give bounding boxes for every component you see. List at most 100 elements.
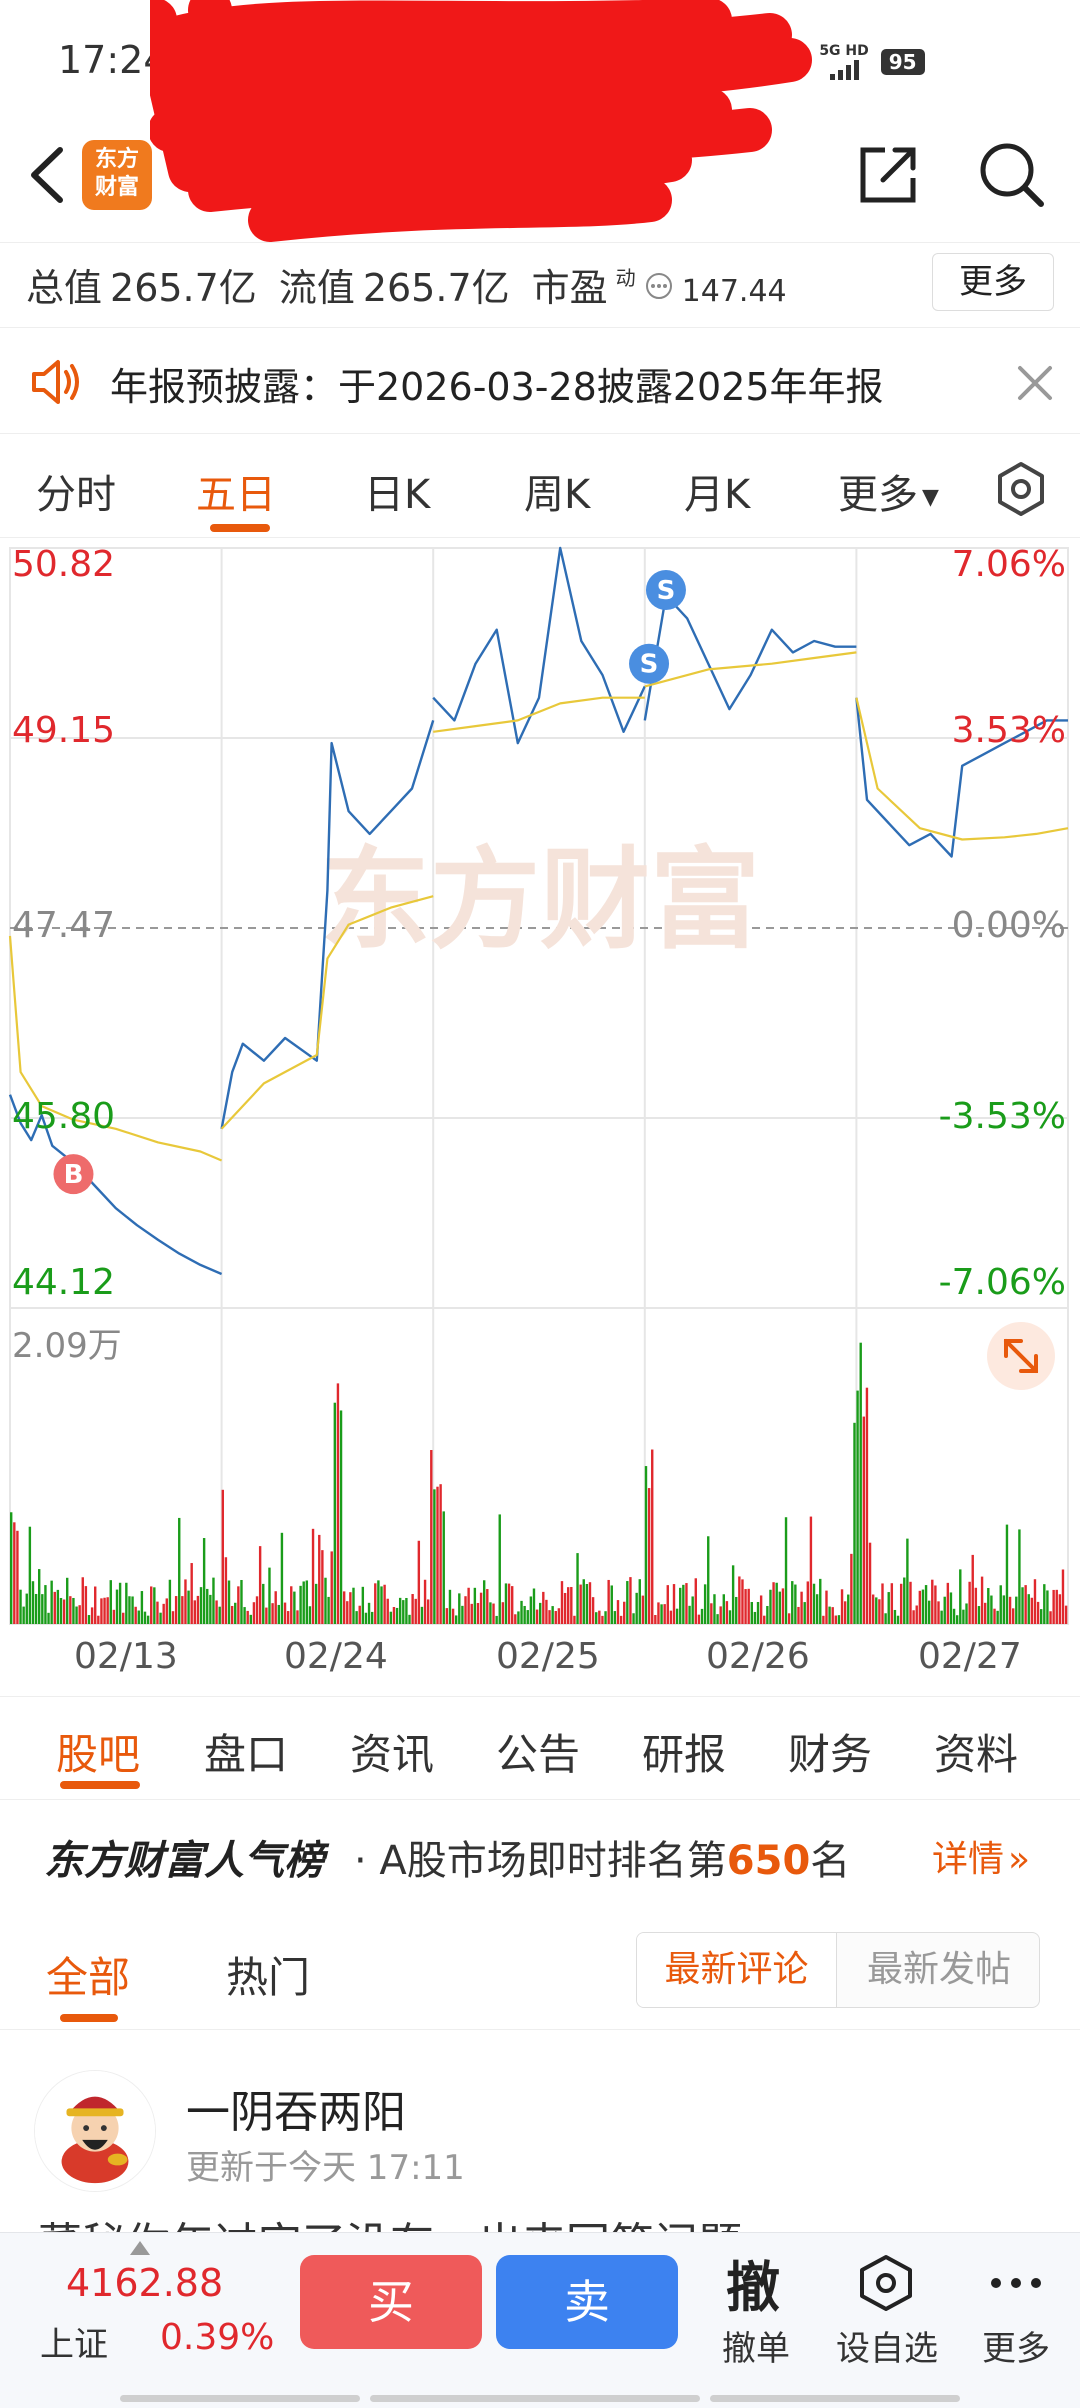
volume-bar <box>262 1583 265 1624</box>
gear-icon[interactable] <box>992 460 1050 518</box>
tab-daily-k[interactable]: 日K <box>364 472 431 518</box>
pe-dynamic-mark: 动 <box>615 266 636 290</box>
sort-latest-comment[interactable]: 最新评论 <box>637 1933 837 2007</box>
tab-five-day[interactable]: 五日 <box>196 472 276 518</box>
filter-hot[interactable]: 热门 <box>226 1953 311 2002</box>
x-tick: 02/26 <box>706 1636 810 1677</box>
tab-financials[interactable]: 财务 <box>788 1730 873 1779</box>
tab-intraday[interactable]: 分时 <box>36 472 116 518</box>
index-name[interactable]: 上证 <box>40 2325 108 2365</box>
volume-bar <box>632 1613 635 1624</box>
index-change[interactable]: 0.39% <box>160 2317 275 2358</box>
sell-marker[interactable]: S <box>645 569 686 610</box>
volume-bar <box>766 1606 769 1624</box>
volume-bar <box>514 1614 517 1624</box>
volume-bar <box>246 1610 249 1624</box>
volume-bar <box>206 1588 209 1624</box>
volume-bar <box>392 1607 396 1624</box>
notice-banner[interactable]: 年报预披露：于2026-03-28披露2025年年报 <box>0 330 1080 434</box>
tab-forum[interactable]: 股吧 <box>56 1730 141 1779</box>
volume-bar <box>1055 1589 1058 1624</box>
add-watchlist-icon[interactable] <box>858 2253 914 2313</box>
popularity-ranking[interactable]: 东方财富人气榜 · A股市场即时排名第650名 详情» <box>0 1806 1080 1902</box>
more-dots-icon[interactable] <box>988 2263 1044 2303</box>
more-label[interactable]: 更多 <box>982 2329 1050 2369</box>
filter-all[interactable]: 全部 <box>46 1953 131 2002</box>
sell-marker[interactable]: S <box>629 643 670 684</box>
volume-bar <box>218 1606 221 1624</box>
home-indicator[interactable] <box>120 2395 960 2403</box>
index-value[interactable]: 4162.88 <box>66 2261 224 2305</box>
volume-bar <box>797 1606 800 1624</box>
info-ellipsis-icon[interactable] <box>644 271 674 301</box>
avatar[interactable] <box>34 2070 156 2192</box>
volume-bar <box>738 1576 741 1624</box>
volume-bar <box>613 1611 617 1624</box>
search-icon[interactable] <box>975 138 1047 210</box>
share-icon[interactable] <box>855 142 921 208</box>
volume-bar <box>647 1488 651 1624</box>
cancel-order-label[interactable]: 撤单 <box>722 2329 790 2369</box>
volume-bar <box>202 1538 206 1624</box>
volume-bar <box>314 1583 318 1624</box>
volume-bar <box>884 1613 887 1624</box>
volume-bar <box>990 1595 993 1624</box>
volume-bar <box>775 1582 778 1624</box>
expand-chart-button[interactable] <box>987 1322 1055 1390</box>
tab-news[interactable]: 资讯 <box>350 1730 435 1779</box>
valuation-more-button[interactable]: 更多 <box>932 253 1054 311</box>
buy-button[interactable]: 买 <box>300 2255 482 2349</box>
volume-bar <box>389 1611 393 1624</box>
tab-weekly-k[interactable]: 周K <box>524 472 591 518</box>
post-username[interactable]: 一阴吞两阳 <box>186 2087 406 2138</box>
tab-announcements[interactable]: 公告 <box>496 1730 581 1779</box>
popularity-detail-link[interactable]: 详情» <box>932 1839 1031 1880</box>
volume-bar <box>221 1489 224 1624</box>
sort-latest-post[interactable]: 最新发帖 <box>866 1949 1011 1990</box>
battery-icon: 95 <box>880 49 925 75</box>
volume-bar <box>318 1534 321 1624</box>
volume-bar <box>510 1586 514 1624</box>
tab-monthly-k[interactable]: 月K <box>684 472 751 518</box>
sell-button[interactable]: 卖 <box>496 2255 678 2349</box>
volume-bar <box>675 1608 679 1624</box>
forum-post[interactable]: 一阴吞两阳 更新于今天 17:11 董秘你年过完了没有，出来回答问题 <box>0 2030 1080 2258</box>
volume-bar <box>616 1600 620 1624</box>
volume-bar <box>962 1609 965 1624</box>
volume-bar <box>507 1583 511 1624</box>
add-watchlist-label[interactable]: 设自选 <box>836 2329 938 2369</box>
close-icon[interactable] <box>1012 360 1058 406</box>
tab-more[interactable]: 更多 ▼ <box>838 472 939 518</box>
volume-bar <box>971 1554 974 1624</box>
cancel-order-icon[interactable]: 撤 <box>726 2256 780 2319</box>
notice-text: 年报预披露：于2026-03-28披露2025年年报 <box>110 365 884 409</box>
volume-bar <box>955 1615 959 1624</box>
volume-bar <box>772 1582 775 1624</box>
tab-profile[interactable]: 资料 <box>934 1730 1019 1779</box>
volume-bar <box>638 1579 641 1624</box>
volume-bar <box>324 1577 327 1624</box>
volume-bar <box>240 1579 243 1624</box>
volume-bar <box>464 1596 467 1624</box>
back-arrow-icon[interactable] <box>22 140 72 210</box>
volume-bar <box>159 1612 162 1624</box>
tab-research[interactable]: 研报 <box>642 1730 727 1779</box>
volume-bar <box>868 1542 872 1624</box>
volume-bar <box>881 1583 884 1624</box>
volume-bar <box>417 1540 421 1624</box>
buy-marker[interactable]: B <box>53 1154 94 1195</box>
volume-bar <box>377 1580 380 1624</box>
volume-bar <box>402 1600 405 1624</box>
volume-bar <box>657 1602 660 1624</box>
volume-max-label: 2.09万 <box>12 1326 122 1366</box>
five-day-chart[interactable]: 东方财富 B S S <box>0 538 1080 1698</box>
volume-bar <box>1011 1608 1015 1624</box>
volume-bar <box>25 1593 28 1624</box>
volume-bar <box>370 1611 374 1624</box>
tab-order-book[interactable]: 盘口 <box>204 1730 289 1779</box>
volume-bar <box>517 1611 520 1624</box>
volume-bar <box>321 1550 324 1624</box>
volume-bar <box>227 1580 231 1624</box>
volume-bar <box>629 1577 632 1624</box>
price-tick: 44.12 <box>12 1262 116 1303</box>
